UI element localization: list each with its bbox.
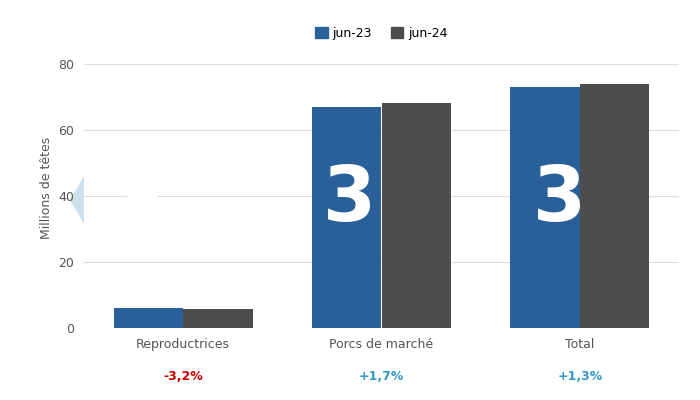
Text: 3: 3: [533, 163, 587, 237]
Text: 3: 3: [113, 163, 167, 237]
Bar: [312, 107, 382, 328]
Bar: [183, 309, 253, 328]
Text: -3,2%: -3,2%: [163, 370, 203, 383]
Bar: [580, 84, 649, 328]
Bar: [510, 87, 580, 328]
Y-axis label: Millions de têtes: Millions de têtes: [40, 137, 52, 239]
Legend: jun-23, jun-24: jun-23, jun-24: [309, 21, 454, 46]
Bar: [113, 308, 183, 328]
Text: +1,7%: +1,7%: [359, 370, 404, 383]
Text: 3: 3: [323, 163, 377, 237]
Text: +1,3%: +1,3%: [557, 370, 603, 383]
Bar: [382, 103, 451, 328]
